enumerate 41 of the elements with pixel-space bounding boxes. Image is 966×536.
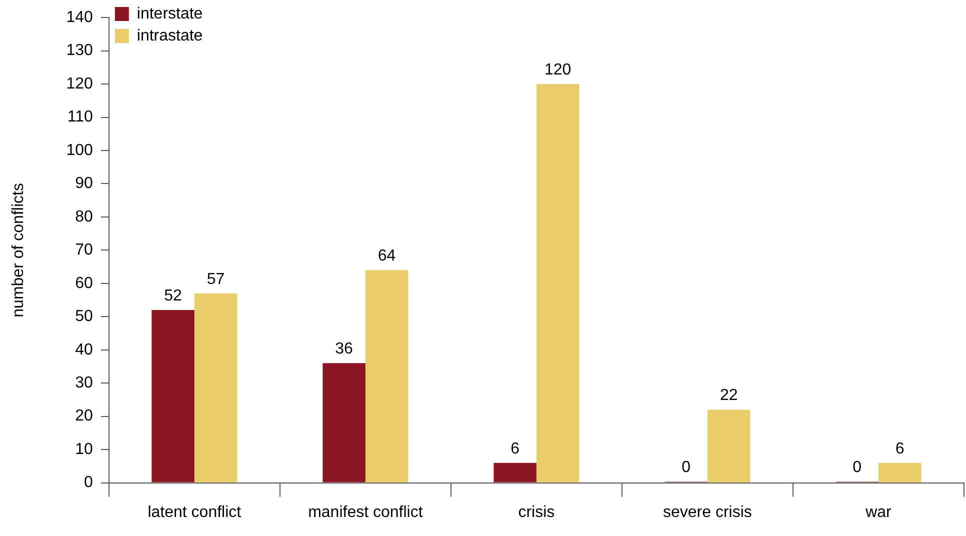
y-tick-label: 110 <box>67 108 93 126</box>
data-label: 22 <box>720 387 738 404</box>
bar <box>365 270 408 482</box>
bar <box>194 293 238 482</box>
bar <box>707 410 750 482</box>
x-tick-label: latent conflict <box>148 504 242 521</box>
legend-label: interstate <box>136 5 203 22</box>
data-label: 120 <box>544 61 572 78</box>
y-tick-label: 140 <box>66 9 93 26</box>
y-axis-title: number of conflicts <box>10 183 28 318</box>
y-tick-label: 70 <box>75 242 93 259</box>
bar <box>152 310 194 482</box>
data-label: 36 <box>335 340 354 358</box>
bar <box>878 462 922 482</box>
y-tick-label: 60 <box>75 274 93 292</box>
y-tick-label: 40 <box>75 341 93 358</box>
y-tick-label: 90 <box>75 175 93 192</box>
x-tick-label: war <box>864 504 892 521</box>
bar <box>536 84 580 482</box>
data-label: 0 <box>682 459 691 476</box>
x-tick-label: crisis <box>518 504 555 521</box>
legend-label: intrastate <box>136 27 203 44</box>
y-tick-label: 50 <box>75 308 93 326</box>
data-label: 6 <box>895 440 904 458</box>
x-tick-label: severe crisis <box>663 504 752 521</box>
data-label: 0 <box>852 459 862 476</box>
bar <box>494 462 536 482</box>
data-label: 57 <box>206 270 225 288</box>
y-tick-label: 20 <box>75 408 93 425</box>
y-tick-label: 100 <box>66 142 93 159</box>
y-tick-label: 120 <box>66 75 93 92</box>
x-tick-label: manifest conflict <box>308 504 424 521</box>
y-tick-label: 130 <box>66 42 93 60</box>
data-label: 6 <box>510 440 520 458</box>
data-label: 64 <box>378 248 396 265</box>
data-label: 52 <box>164 287 182 304</box>
y-tick-label: 30 <box>75 374 93 392</box>
y-tick-label: 80 <box>75 208 93 226</box>
y-tick-label: 0 <box>84 474 93 492</box>
y-tick-label: 10 <box>75 440 93 458</box>
bar <box>322 363 366 482</box>
